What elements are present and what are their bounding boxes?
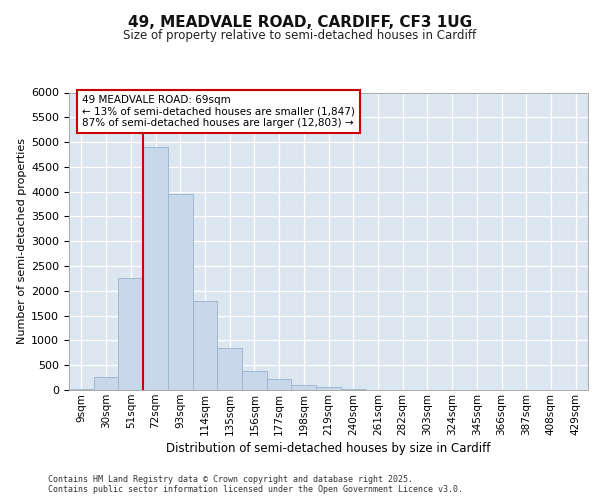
Bar [292,384,316,390]
Bar [242,370,267,390]
Text: Contains HM Land Registry data © Crown copyright and database right 2025.
Contai: Contains HM Land Registry data © Crown c… [48,474,463,494]
Bar [69,389,94,390]
Bar [267,379,292,390]
Bar [168,194,193,390]
Y-axis label: Number of semi-detached properties: Number of semi-detached properties [17,138,27,344]
Bar [341,389,365,390]
X-axis label: Distribution of semi-detached houses by size in Cardiff: Distribution of semi-detached houses by … [166,442,491,455]
Bar [118,278,143,390]
Bar [316,387,341,390]
Text: Size of property relative to semi-detached houses in Cardiff: Size of property relative to semi-detach… [124,30,476,43]
Bar [94,377,118,390]
Bar [143,147,168,390]
Bar [217,348,242,390]
Text: 49, MEADVALE ROAD, CARDIFF, CF3 1UG: 49, MEADVALE ROAD, CARDIFF, CF3 1UG [128,15,472,30]
Bar [193,300,217,390]
Text: 49 MEADVALE ROAD: 69sqm
← 13% of semi-detached houses are smaller (1,847)
87% of: 49 MEADVALE ROAD: 69sqm ← 13% of semi-de… [82,95,355,128]
